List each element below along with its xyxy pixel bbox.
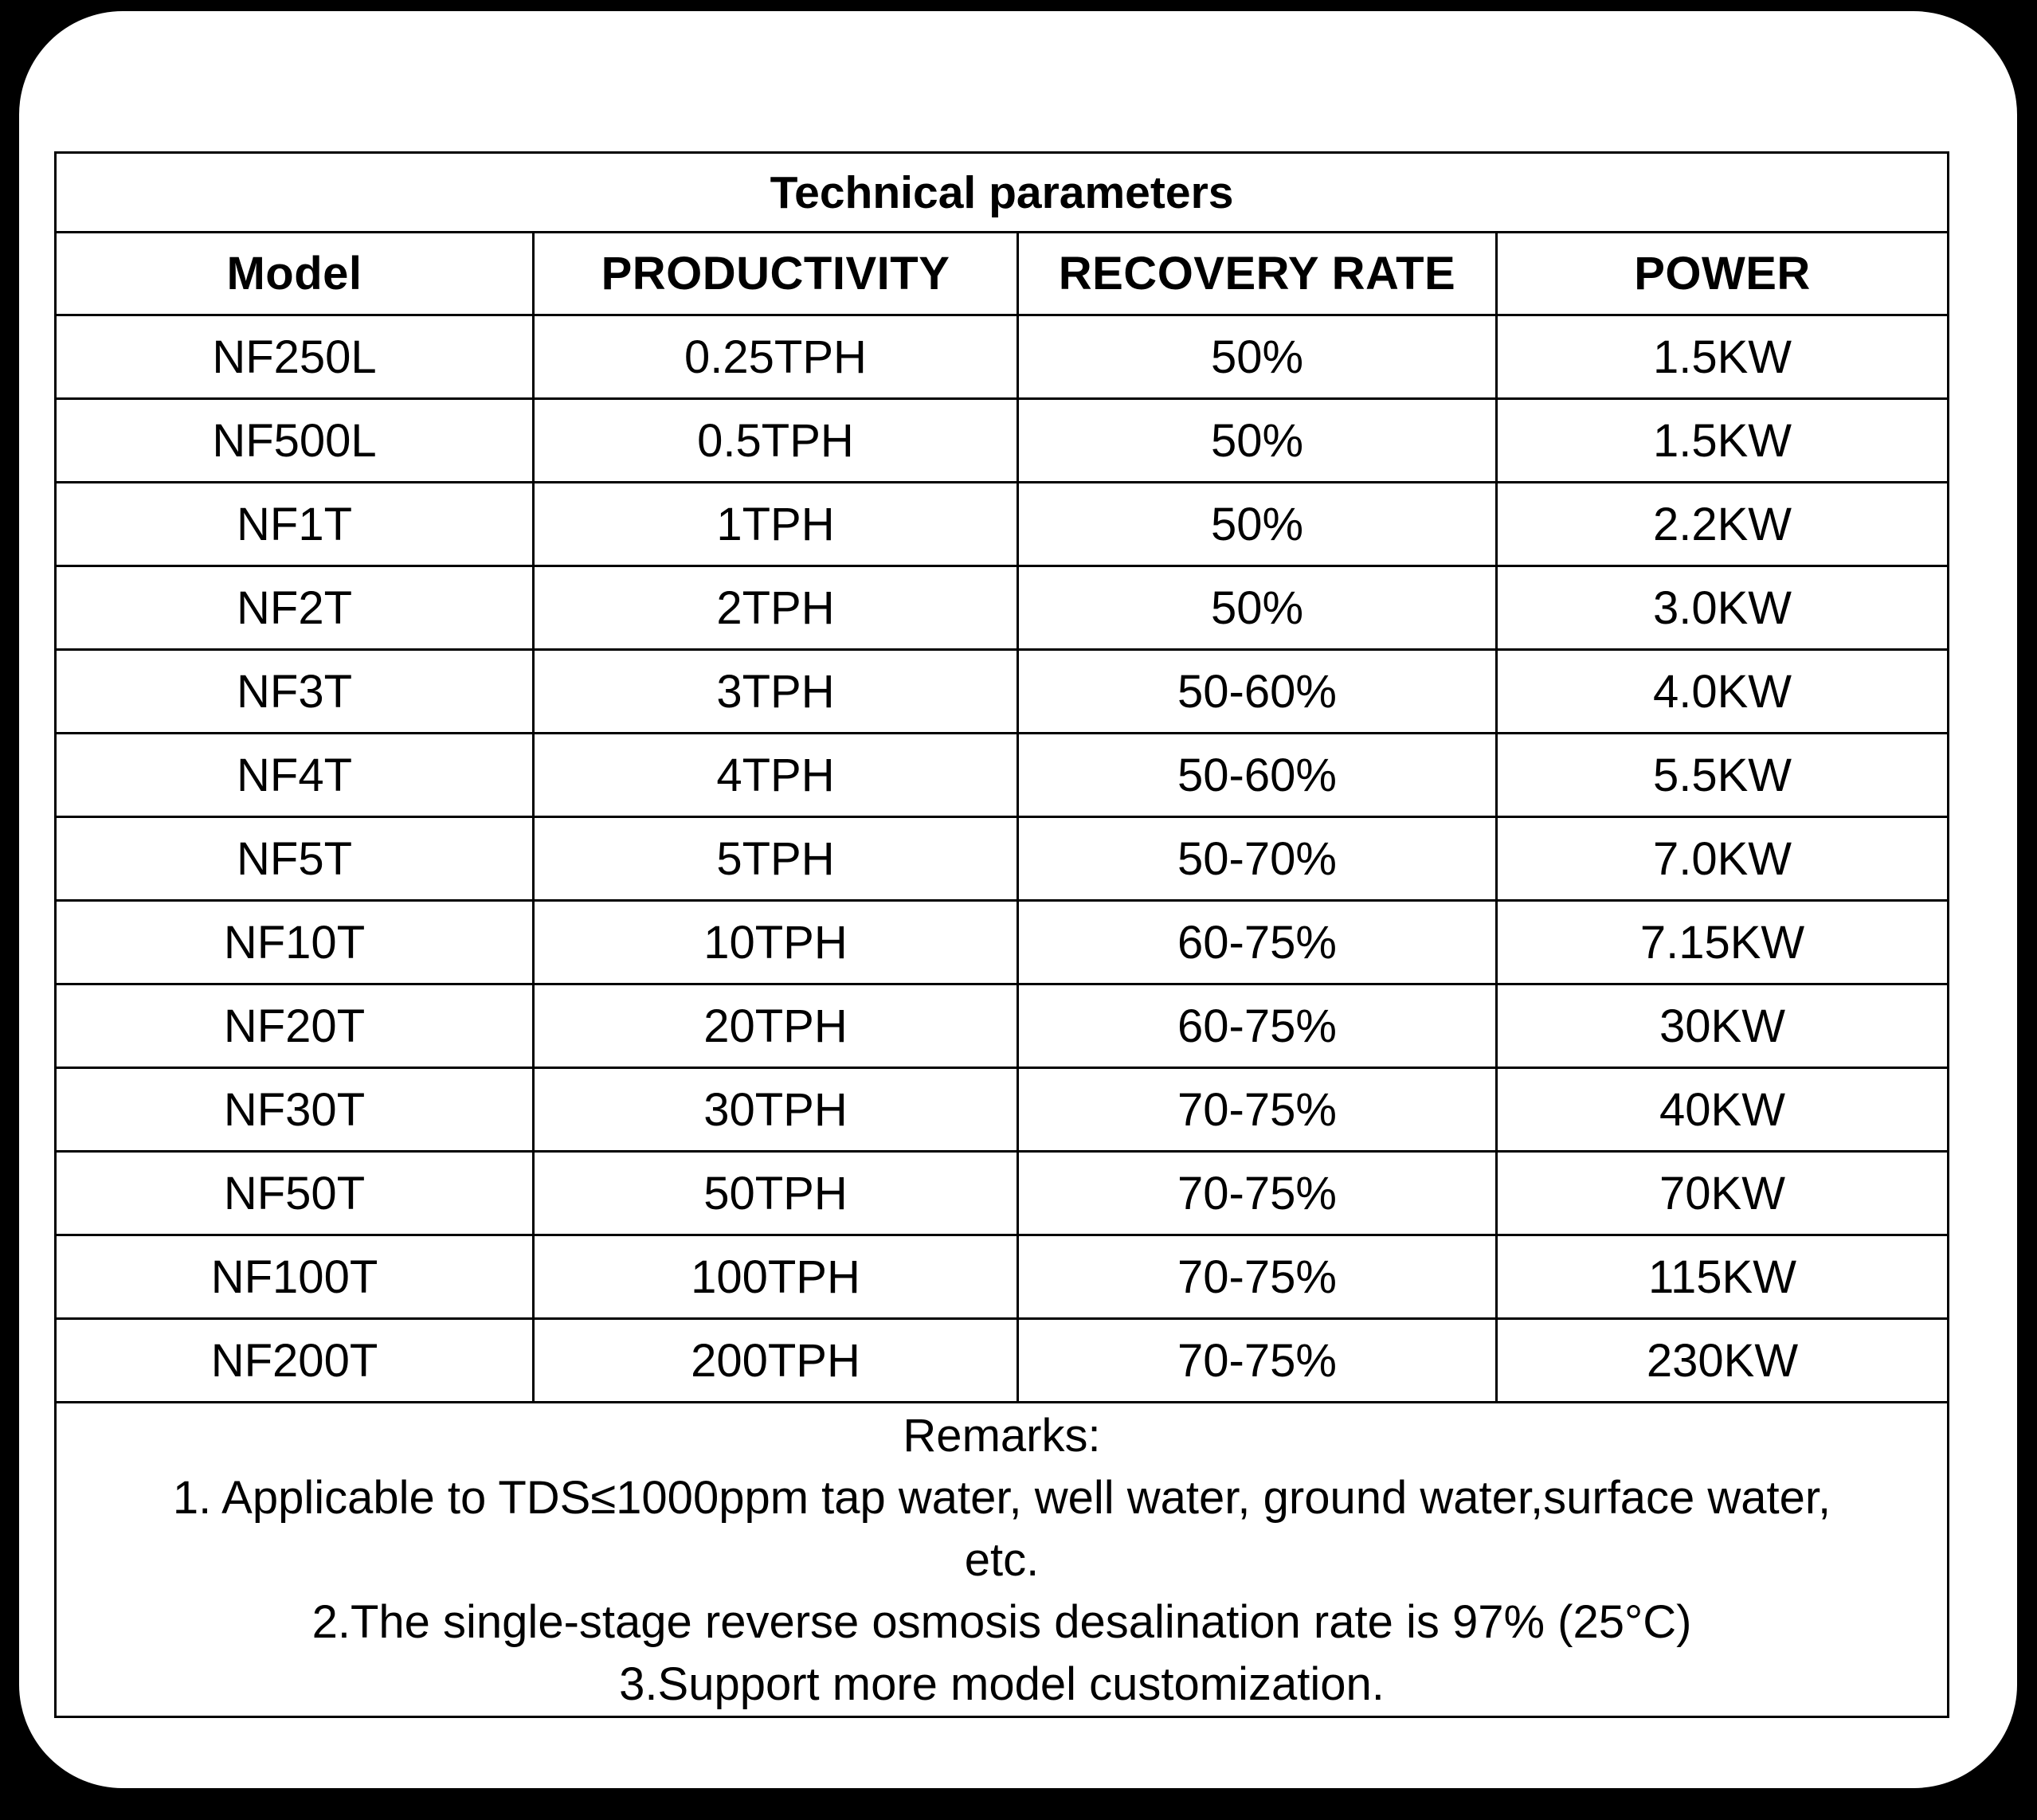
table-cell: 4TPH (532, 732, 1019, 818)
column-header-productivity: PRODUCTIVITY (532, 231, 1019, 316)
table-cell: 115KW (1494, 1234, 1950, 1320)
table-cell: NF2T (54, 565, 535, 651)
table-cell: 2TPH (532, 565, 1019, 651)
table-cell: 50TPH (532, 1150, 1019, 1236)
table-cell: 10TPH (532, 899, 1019, 985)
table-cell: 5.5KW (1494, 732, 1950, 818)
table-cell: 100TPH (532, 1234, 1019, 1320)
table-cell: 60-75% (1017, 899, 1498, 985)
table-row: NF1T 1TPH 50% 2.2KW (54, 481, 1950, 567)
table-cell: 50% (1017, 565, 1498, 651)
table-cell: 70-75% (1017, 1067, 1498, 1153)
table-cell: NF500L (54, 397, 535, 483)
remarks-cell: Remarks: 1. Applicable to TDS≤1000ppm tap… (53, 1401, 1950, 1718)
table-cell: 7.15KW (1494, 899, 1950, 985)
table-body: NF250L 0.25TPH 50% 1.5KW NF500L 0.5TPH 50% 1.5K… (54, 314, 1950, 1403)
table-cell: NF250L (54, 314, 535, 400)
table-cell: 50% (1017, 314, 1498, 400)
table-cell: NF1T (54, 481, 535, 567)
table-row: NF5T 5TPH 50-70% 7.0KW (54, 816, 1950, 902)
table-cell: NF3T (54, 648, 535, 734)
table-title-row: Technical parameters (53, 151, 1950, 233)
table-cell: 50-60% (1017, 648, 1498, 734)
column-header-model: Model (54, 231, 535, 316)
table-cell: NF5T (54, 816, 535, 902)
remark-line: Remarks: (903, 1410, 1101, 1462)
remarks-row: Remarks: 1. Applicable to TDS≤1000ppm tap… (53, 1401, 1950, 1718)
table-row: NF10T 10TPH 60-75% 7.15KW (54, 899, 1950, 985)
table-cell: 3.0KW (1494, 565, 1950, 651)
table-row: NF500L 0.5TPH 50% 1.5KW (54, 397, 1950, 483)
table-cell: 50-60% (1017, 732, 1498, 818)
table-cell: NF50T (54, 1150, 535, 1236)
remark-line: 2.The single-stage reverse osmosis desal… (311, 1596, 1692, 1648)
table-cell: 50% (1017, 481, 1498, 567)
table-row: NF3T 3TPH 50-60% 4.0KW (54, 648, 1950, 734)
table-cell: 30TPH (532, 1067, 1019, 1153)
table-cell: 3TPH (532, 648, 1019, 734)
table-row: NF200T 200TPH 70-75% 230KW (54, 1317, 1950, 1403)
table-cell: NF20T (54, 983, 535, 1069)
table-cell: 20TPH (532, 983, 1019, 1069)
table-title: Technical parameters (53, 151, 1950, 233)
table-cell: NF100T (54, 1234, 535, 1320)
table-cell: 200TPH (532, 1317, 1019, 1403)
table-cell: 70-75% (1017, 1234, 1498, 1320)
table-cell: 40KW (1494, 1067, 1950, 1153)
table-cell: 50% (1017, 397, 1498, 483)
table-cell: NF30T (54, 1067, 535, 1153)
table-cell: 4.0KW (1494, 648, 1950, 734)
table-cell: NF10T (54, 899, 535, 985)
spec-sheet-card: Technical parameters Model PRODUCTIVITY … (19, 11, 2017, 1788)
table-row: NF30T 30TPH 70-75% 40KW (54, 1067, 1950, 1153)
table-row: NF20T 20TPH 60-75% 30KW (54, 983, 1950, 1069)
table-cell: NF4T (54, 732, 535, 818)
table-header-row: Model PRODUCTIVITY RECOVERY RATE POWER (54, 231, 1950, 316)
table-row: NF50T 50TPH 70-75% 70KW (54, 1150, 1950, 1236)
remark-line: 3.Support more model customization. (619, 1658, 1385, 1710)
remark-line: etc. (964, 1534, 1040, 1586)
table-row: NF100T 100TPH 70-75% 115KW (54, 1234, 1950, 1320)
table-row: NF2T 2TPH 50% 3.0KW (54, 565, 1950, 651)
table-row: NF250L 0.25TPH 50% 1.5KW (54, 314, 1950, 400)
table-cell: NF200T (54, 1317, 535, 1403)
table-cell: 60-75% (1017, 983, 1498, 1069)
table-cell: 7.0KW (1494, 816, 1950, 902)
table-cell: 230KW (1494, 1317, 1950, 1403)
column-header-recovery-rate: RECOVERY RATE (1017, 231, 1498, 316)
technical-parameters-table: Technical parameters Model PRODUCTIVITY … (53, 151, 1950, 1718)
table-cell: 30KW (1494, 983, 1950, 1069)
table-cell: 2.2KW (1494, 481, 1950, 567)
table-cell: 1.5KW (1494, 397, 1950, 483)
table-cell: 70KW (1494, 1150, 1950, 1236)
table-cell: 0.25TPH (532, 314, 1019, 400)
remark-line: 1. Applicable to TDS≤1000ppm tap water, … (172, 1472, 1831, 1524)
table-cell: 70-75% (1017, 1150, 1498, 1236)
table-cell: 70-75% (1017, 1317, 1498, 1403)
table-row: NF4T 4TPH 50-60% 5.5KW (54, 732, 1950, 818)
table-cell: 1.5KW (1494, 314, 1950, 400)
table-cell: 1TPH (532, 481, 1019, 567)
table-cell: 0.5TPH (532, 397, 1019, 483)
table-cell: 5TPH (532, 816, 1019, 902)
table-cell: 50-70% (1017, 816, 1498, 902)
column-header-power: POWER (1494, 231, 1950, 316)
